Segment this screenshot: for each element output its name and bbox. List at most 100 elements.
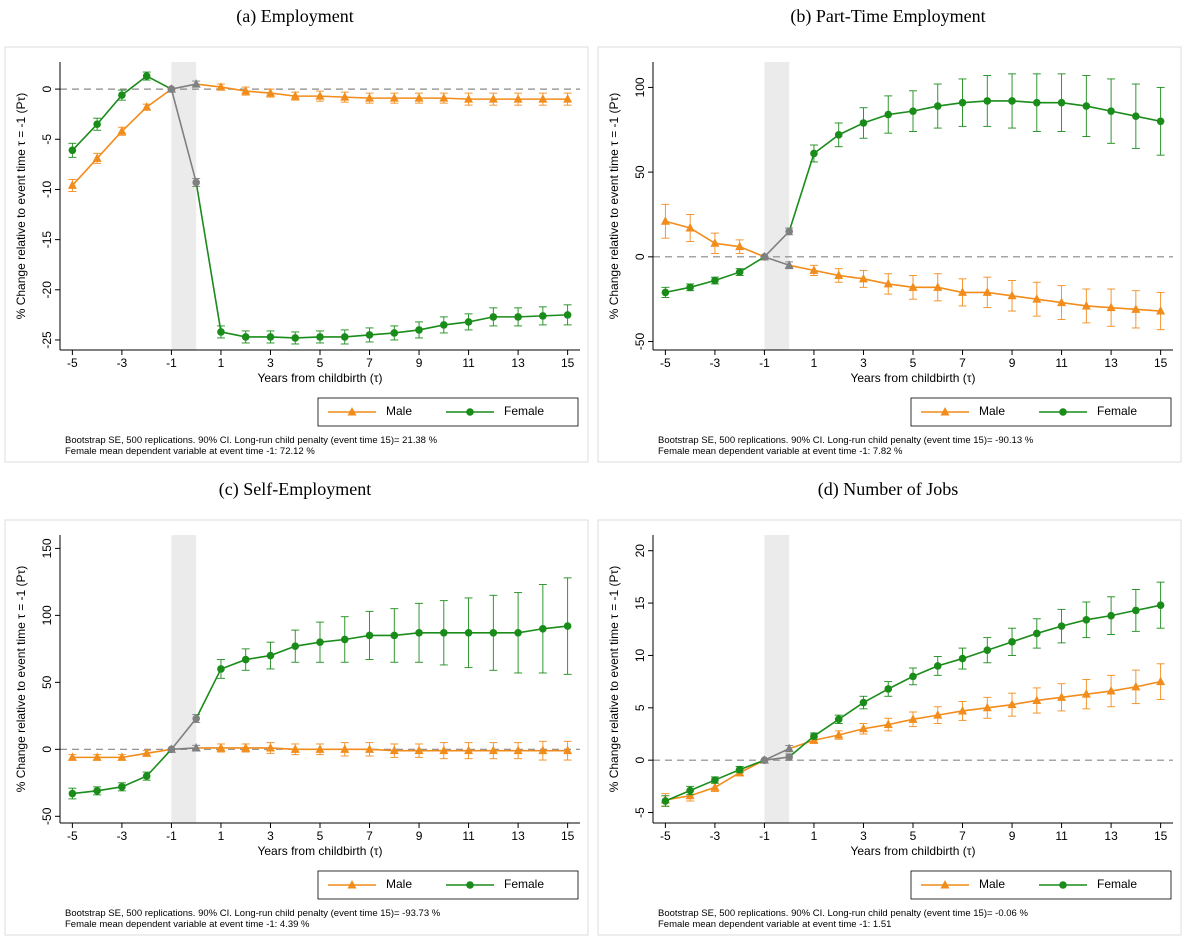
series-line [764,756,790,761]
x-tick-label: -3 [710,829,721,843]
x-tick-label: 9 [416,356,423,370]
data-point [859,119,868,127]
data-point [785,227,793,236]
x-tick-label: 13 [511,829,525,843]
data-point [167,85,176,93]
legend-marker [940,407,950,416]
x-tick-label: 11 [1055,829,1068,843]
data-point [241,655,250,664]
data-point [1007,699,1017,709]
data-point [538,745,548,755]
data-point [316,638,324,646]
data-point [265,88,275,97]
x-tick-label: 1 [218,356,225,370]
data-point [514,628,522,637]
data-point [489,313,498,321]
data-point [191,742,201,752]
series-line [71,75,172,151]
data-point [415,326,423,334]
panel-frame [4,46,589,463]
note: Bootstrap SE, 500 replications. 90% CI. … [658,435,1034,446]
y-tick-label: 10 [633,648,647,662]
legend-marker [466,881,474,889]
data-point [1132,606,1140,615]
data-point [563,94,573,103]
data-point [785,753,793,761]
series-line [170,88,197,183]
y-tick-label: -5 [633,807,647,818]
x-axis-label: Years from childbirth (τ) [850,844,975,858]
x-tick-label: 11 [1055,356,1068,370]
x-tick-label: -5 [660,829,671,843]
event-window [171,62,197,350]
data-point [464,94,474,103]
data-point [686,786,694,795]
data-point [514,313,522,321]
data-point [93,787,101,795]
x-tick-label: 1 [811,356,818,370]
series-line [764,256,790,267]
chart-title: (b) Part-Time Employment [790,6,985,27]
data-point [933,282,943,291]
data-point [563,745,573,755]
data-point [711,776,719,784]
y-tick-label: 0 [40,85,54,92]
y-tick-label: 5 [633,704,647,711]
data-point [316,333,324,341]
data-point [118,783,126,791]
data-point [735,241,745,251]
x-tick-label: 7 [366,829,373,843]
data-point [958,654,967,663]
data-point [1106,686,1116,695]
data-point [464,745,474,755]
x-tick-label: 5 [317,356,324,370]
data-point [1107,107,1115,115]
data-point [859,698,868,707]
x-tick-label: 13 [1104,829,1118,843]
data-point [563,622,572,630]
data-point [1106,302,1116,312]
data-point [1057,692,1067,701]
series-line [196,83,568,100]
data-point [217,328,225,336]
legend-marker [466,408,474,416]
x-tick-label: 15 [561,356,575,370]
data-point [93,120,101,129]
data-point [982,287,992,296]
data-point [1132,112,1140,121]
note: Bootstrap SE, 500 replications. 90% CI. … [658,908,1028,919]
panel-frame [597,46,1182,463]
x-tick-label: 5 [910,829,917,843]
data-point [883,719,893,729]
data-point [1107,611,1115,620]
y-tick-label: 150 [40,538,54,558]
chart-title: (a) Employment [236,6,353,27]
y-tick-label: -50 [40,807,54,825]
x-tick-label: -1 [759,356,770,370]
x-axis-label: Years from childbirth (τ) [257,844,382,858]
data-point [1081,300,1091,310]
data-point [1082,102,1091,110]
data-point [1057,98,1066,107]
data-point [365,93,375,102]
series-line [788,680,1161,750]
data-point [1008,97,1016,105]
data-point [784,743,794,753]
legend-label: Female [504,404,544,418]
data-point [784,260,794,269]
data-point [809,265,819,274]
data-point [414,745,424,755]
data-point [1033,629,1041,638]
data-point [1131,681,1141,691]
data-point [340,92,350,101]
series-line [196,747,568,752]
y-tick-label: 15 [633,596,647,610]
data-point [1007,290,1017,300]
y-tick-label: 50 [633,165,647,179]
y-tick-label: -50 [633,333,647,351]
data-point [933,710,943,719]
data-point [117,126,127,135]
data-point [414,93,424,102]
